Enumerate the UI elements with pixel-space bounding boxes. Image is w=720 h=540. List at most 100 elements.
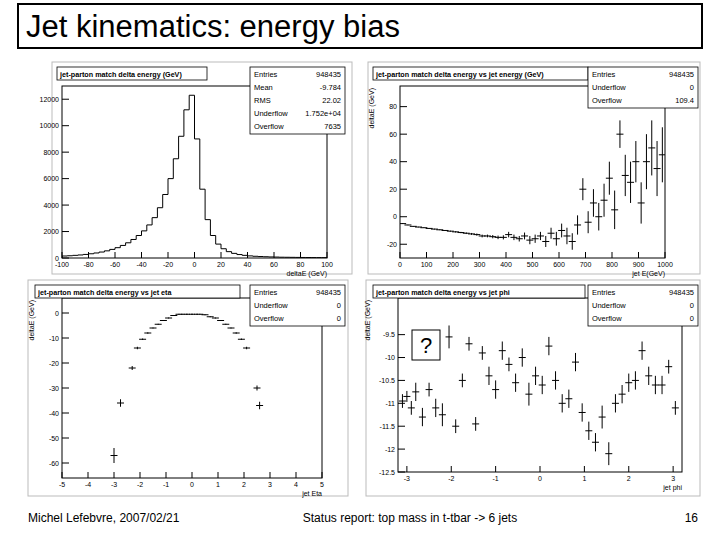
y-tick [62, 178, 69, 179]
panel: -100-80-60-40-20020406080100020004000600… [40, 62, 352, 278]
x-tick-label: 0 [538, 475, 542, 482]
error-bar [622, 385, 623, 403]
error-bar [582, 178, 583, 200]
profile-point [165, 318, 172, 319]
stats-label: Entries [592, 288, 616, 297]
y-tick-label: -11 [385, 400, 395, 407]
profile-point [446, 325, 453, 348]
x-tick-label: 1 [582, 475, 586, 482]
y-tick-label: -30 [49, 385, 59, 392]
y-tick-label: 10000 [40, 122, 60, 129]
y-tick [62, 413, 69, 414]
profile-point [648, 120, 655, 175]
error-bar [608, 442, 609, 465]
histogram-bin [126, 243, 131, 246]
error-bar [662, 127, 663, 182]
point-bar [155, 324, 162, 325]
profile-point [616, 120, 623, 148]
plot-frame [62, 86, 327, 258]
error-bar [114, 448, 115, 463]
profile-point [519, 348, 526, 366]
x-tick [584, 466, 585, 472]
point-bar [400, 223, 406, 224]
error-bar [407, 224, 408, 226]
profile-point [619, 385, 626, 403]
profile-point [525, 383, 532, 406]
error-bar [551, 228, 552, 239]
error-bar [423, 227, 424, 229]
error-bar [575, 353, 576, 371]
error-bar [609, 162, 610, 195]
x-tick [88, 472, 89, 478]
error-bar [675, 401, 676, 415]
y-tick [398, 357, 405, 358]
profile-point [611, 191, 618, 230]
x-tick [400, 252, 401, 258]
annotation: ? [420, 333, 432, 358]
error-bar [482, 235, 483, 238]
x-tick [140, 472, 141, 478]
plot-frame [400, 86, 665, 258]
y-tick-label: -9.5 [383, 331, 395, 338]
profile-point [601, 184, 608, 217]
point-bar [212, 318, 219, 319]
x-tick-label: 0 [193, 261, 197, 268]
profile-point [243, 347, 250, 350]
error-bar [439, 229, 440, 231]
x-tick-label: 60 [270, 261, 278, 268]
x-tick [506, 252, 507, 258]
histogram-bin [62, 256, 67, 258]
histogram-bin [263, 256, 268, 257]
error-bar [577, 215, 578, 234]
y-tick-label: 40 [389, 158, 397, 165]
error-bar [568, 390, 569, 408]
profile-point [134, 347, 141, 350]
title-box [18, 4, 702, 48]
profile-point [585, 422, 592, 440]
error-bar [508, 232, 509, 238]
x-tick-label: 700 [580, 261, 592, 268]
error-bar [648, 367, 649, 385]
x-tick [221, 252, 222, 258]
stats-value: 948435 [316, 288, 341, 297]
profile-point [466, 337, 473, 351]
y-tick-label: 2000 [43, 228, 59, 235]
hist-title-box [35, 285, 240, 298]
background [0, 0, 720, 540]
error-bar [205, 314, 206, 315]
point-bar [139, 339, 146, 340]
x-tick-label: 1 [216, 481, 220, 488]
error-bar [602, 406, 603, 429]
error-bar [168, 318, 169, 319]
profile-point [217, 320, 224, 321]
profile-point [129, 366, 136, 370]
stats-value: 1.752e+04 [305, 109, 341, 118]
error-bar [435, 399, 436, 417]
x-tick-label: 3 [671, 475, 675, 482]
profile-point [256, 402, 263, 410]
stats-label: RMS [254, 96, 271, 105]
x-tick [166, 472, 167, 478]
profile-point [155, 324, 162, 325]
stats-box [250, 67, 345, 134]
error-bar [635, 141, 636, 182]
x-tick-label: -2 [137, 481, 143, 488]
profile-point [238, 339, 245, 341]
y-tick-label: -20 [387, 241, 397, 248]
histogram-bin [242, 254, 247, 256]
x-tick-label: 300 [474, 261, 486, 268]
stats-label: Overflow [254, 314, 284, 323]
error-bar [132, 366, 133, 370]
error-bar [642, 342, 643, 360]
x-tick [270, 472, 271, 478]
y-tick-label: -12.5 [379, 469, 395, 476]
error-bar [628, 374, 629, 392]
histogram-bin [216, 236, 221, 245]
x-tick [585, 252, 586, 258]
profile-point [559, 394, 566, 412]
y-tick [62, 152, 69, 153]
profile-point [144, 332, 151, 334]
y-tick [398, 426, 405, 427]
profile-point [117, 399, 124, 407]
y-tick-label: 0 [393, 213, 397, 220]
